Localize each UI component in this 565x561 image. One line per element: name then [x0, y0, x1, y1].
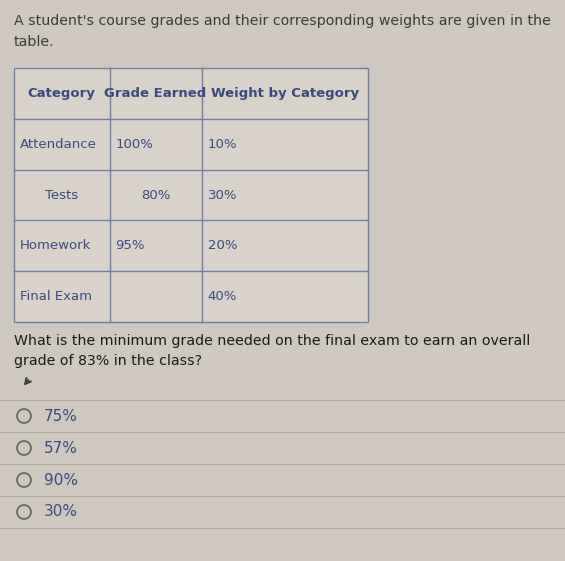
Text: 30%: 30%: [44, 504, 78, 519]
Text: Homework: Homework: [20, 240, 92, 252]
Text: 95%: 95%: [116, 240, 145, 252]
Text: 75%: 75%: [44, 408, 78, 424]
Text: 90%: 90%: [44, 472, 78, 488]
Text: 10%: 10%: [207, 137, 237, 151]
Text: Weight by Category: Weight by Category: [211, 87, 359, 100]
Text: A student's course grades and their corresponding weights are given in the: A student's course grades and their corr…: [14, 14, 551, 28]
Text: Category: Category: [28, 87, 95, 100]
Text: table.: table.: [14, 35, 55, 49]
Text: What is the minimum grade needed on the final exam to earn an overall: What is the minimum grade needed on the …: [14, 334, 530, 348]
Text: Tests: Tests: [45, 188, 79, 201]
Text: 100%: 100%: [116, 137, 154, 151]
Text: 57%: 57%: [44, 440, 78, 456]
Text: 30%: 30%: [207, 188, 237, 201]
Text: 80%: 80%: [141, 188, 170, 201]
Text: Final Exam: Final Exam: [20, 290, 92, 303]
Text: grade of 83% in the class?: grade of 83% in the class?: [14, 354, 202, 368]
Bar: [14, 68, 368, 322]
Text: 40%: 40%: [207, 290, 237, 303]
Text: 20%: 20%: [207, 240, 237, 252]
Text: Attendance: Attendance: [20, 137, 97, 151]
Text: Grade Earned: Grade Earned: [105, 87, 207, 100]
